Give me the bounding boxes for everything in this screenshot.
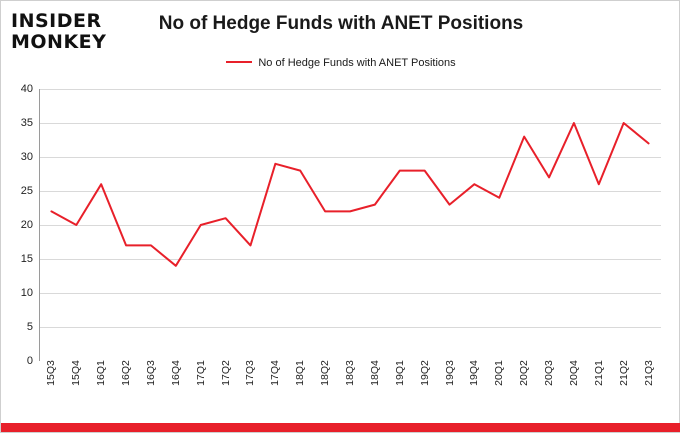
x-axis-tick-label: 17Q4	[269, 360, 282, 386]
legend-label: No of Hedge Funds with ANET Positions	[258, 57, 456, 70]
x-axis-tick-label: 16Q2	[120, 360, 133, 386]
x-axis-tick-label: 21Q1	[592, 360, 605, 386]
y-axis-tick-label: 30	[20, 151, 33, 163]
x-axis-tick-label: 18Q4	[368, 360, 381, 386]
legend-entry: No of Hedge Funds with ANET Positions	[226, 57, 456, 70]
x-axis-tick-label: 20Q1	[493, 360, 506, 386]
series-line	[50, 122, 650, 267]
x-axis-tick-label: 19Q4	[468, 360, 481, 386]
x-axis-tick-label: 16Q1	[95, 360, 108, 386]
x-axis-tick-label: 20Q2	[518, 360, 531, 386]
x-axis-tick-label: 17Q3	[244, 360, 257, 386]
y-axis-tick-label: 20	[20, 219, 33, 231]
logo-line-2: MONKEY	[11, 31, 107, 53]
x-axis-tick-label: 21Q2	[617, 360, 630, 386]
legend-line-swatch	[226, 61, 253, 64]
x-axis-tick-label: 19Q1	[393, 360, 406, 386]
x-axis-tick-label: 20Q3	[543, 360, 556, 386]
chart-title: No of Hedge Funds with ANET Positions	[158, 13, 524, 34]
x-axis-tick-label: 16Q3	[144, 360, 157, 386]
x-axis-tick-label: 18Q3	[344, 360, 356, 386]
x-axis-tick-label: 19Q3	[443, 360, 456, 386]
chart-svg	[39, 89, 661, 361]
plot-area: 0 5 10 15 20 25 30 35 40 15Q3 15Q4 16Q1 16Q2 16Q3 16Q4…	[21, 83, 661, 386]
y-axis-tick-label: 25	[20, 185, 33, 197]
y-axis-tick-label: 40	[20, 83, 33, 95]
y-axis-tick-label: 0	[26, 355, 33, 367]
y-axis-tick-label: 35	[20, 117, 33, 129]
chart-legend: No of Hedge Funds with ANET Positions	[1, 57, 680, 69]
x-axis-tick-label: 16Q4	[169, 360, 182, 386]
x-axis-tick-label: 17Q2	[219, 360, 232, 386]
x-axis-tick-label: 18Q2	[319, 360, 332, 386]
x-axis-tick-label: 18Q1	[294, 360, 307, 386]
x-axis-tick-label: 15Q3	[45, 360, 58, 386]
x-axis-tick-label: 21Q3	[642, 360, 655, 386]
y-axis-tick-label: 5	[26, 321, 33, 333]
logo-line-1: INSIDER	[11, 10, 102, 32]
x-axis-tick-label: 19Q2	[418, 360, 431, 386]
y-axis-tick-label: 15	[20, 253, 33, 265]
y-axis-tick-label: 10	[20, 287, 33, 299]
x-axis-tick-label: 20Q4	[567, 360, 580, 386]
x-axis-tick-label: 15Q4	[70, 360, 83, 386]
insider-monkey-logo: INSIDER MONKEY	[11, 11, 141, 59]
x-axis-tick-label: 17Q1	[194, 360, 207, 386]
bottom-accent-bar	[1, 423, 680, 432]
